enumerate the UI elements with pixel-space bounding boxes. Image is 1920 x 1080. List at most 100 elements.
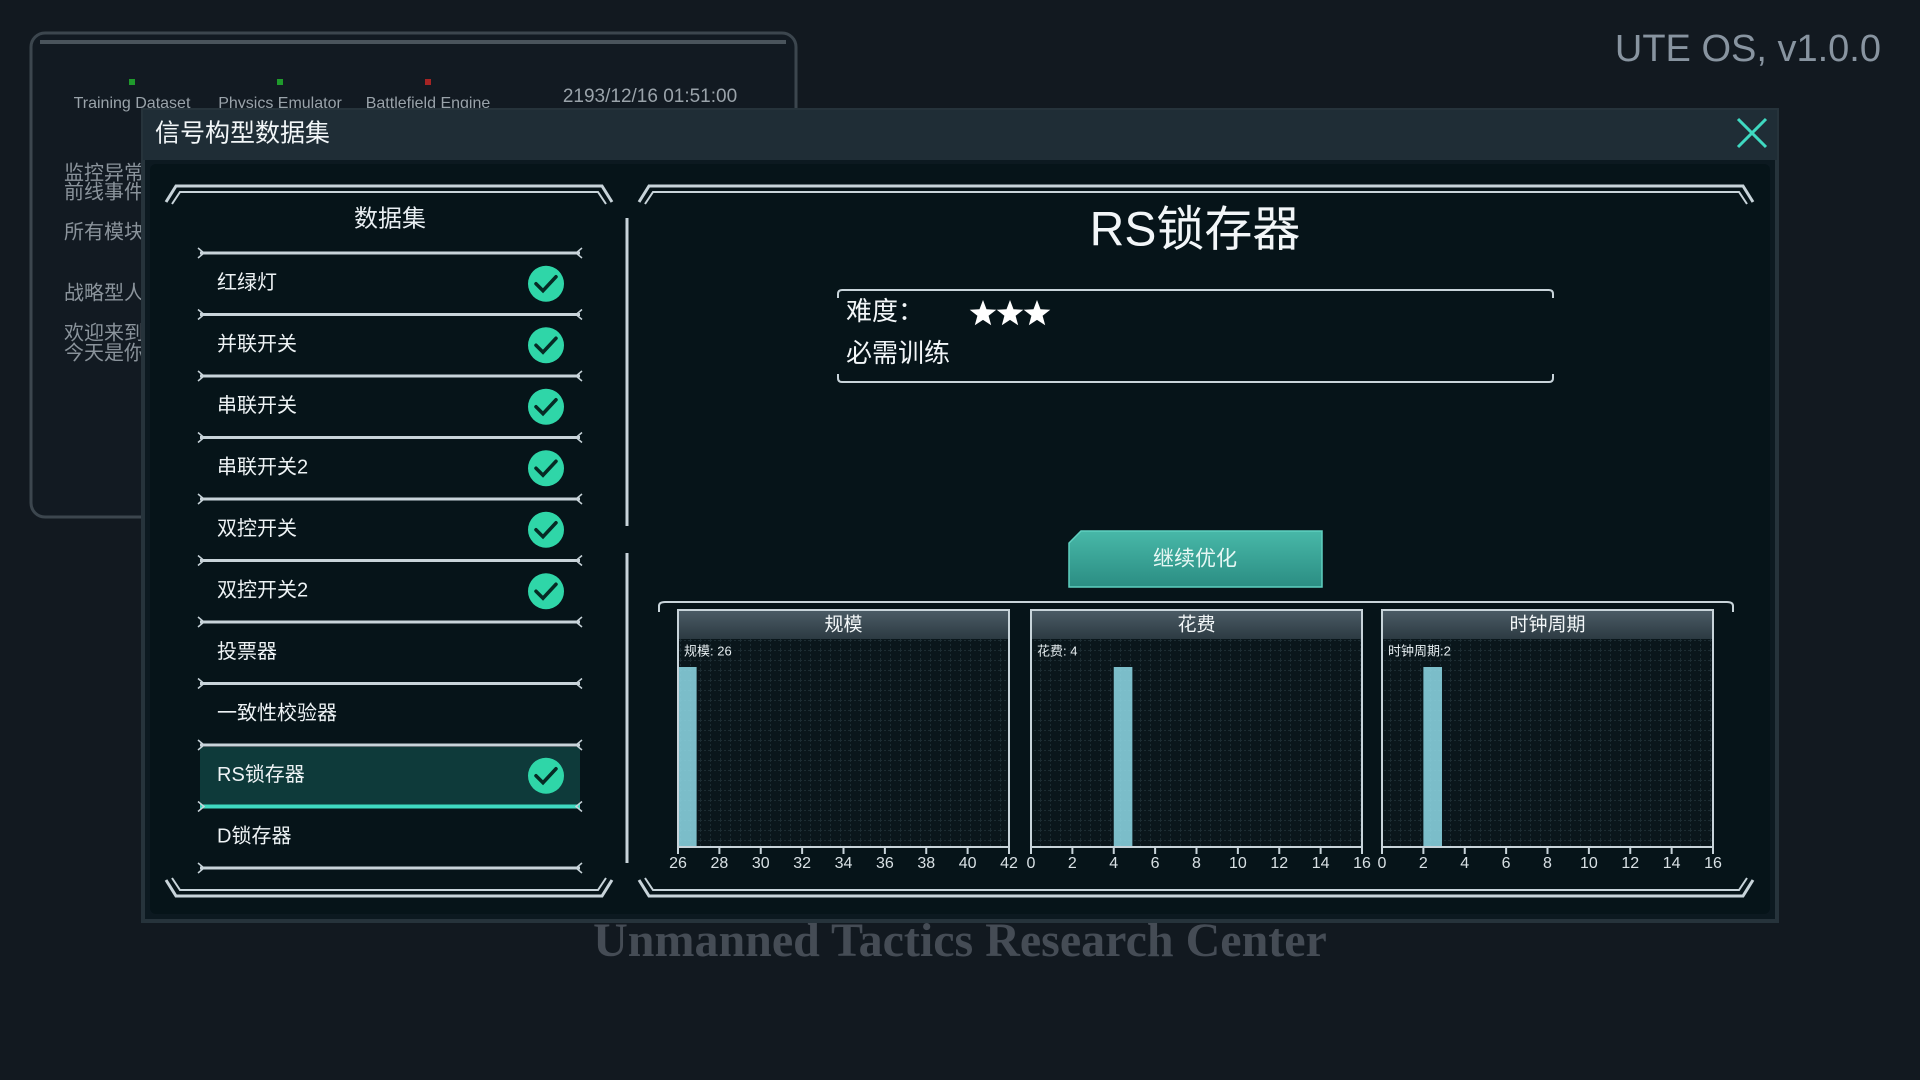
dataset-item[interactable]: 双控开关 bbox=[200, 499, 580, 561]
x-tick-label: 34 bbox=[835, 855, 853, 872]
selected-background[interactable] bbox=[200, 747, 580, 805]
item-label[interactable]: 双控开关 bbox=[217, 517, 297, 540]
check-mark[interactable] bbox=[534, 459, 558, 478]
close-button[interactable] bbox=[1734, 115, 1770, 151]
tab-label: Battlefield Engine bbox=[366, 95, 491, 112]
dataset-item[interactable]: D锁存器 bbox=[200, 807, 580, 869]
item-label[interactable]: 红绿灯 bbox=[217, 271, 277, 294]
value-label: 规模: 26 bbox=[684, 643, 732, 658]
separator-end bbox=[197, 493, 583, 505]
dataset-item[interactable]: 红绿灯 bbox=[200, 253, 580, 315]
check-mark[interactable] bbox=[534, 398, 558, 417]
star bbox=[1023, 300, 1051, 326]
dataset-item[interactable]: 双控开关2 bbox=[200, 561, 580, 623]
completed-check[interactable] bbox=[528, 388, 564, 425]
completed-check[interactable] bbox=[528, 327, 564, 364]
dialog-title-bar bbox=[143, 110, 1777, 160]
x-tick-label: 38 bbox=[917, 855, 935, 872]
chart-header bbox=[678, 610, 1009, 639]
x-tick-label: 12 bbox=[1270, 855, 1288, 872]
separator-end bbox=[197, 616, 583, 628]
separator-end bbox=[197, 800, 583, 813]
frame-top bbox=[164, 184, 614, 203]
check-mark[interactable] bbox=[534, 521, 558, 540]
x-tick-label: 42 bbox=[1000, 855, 1018, 872]
item-label[interactable]: RS锁存器 bbox=[217, 763, 305, 786]
chart-header bbox=[1382, 610, 1713, 639]
check-mark[interactable] bbox=[534, 275, 558, 294]
status-line: 监控异常 bbox=[64, 161, 144, 184]
bar bbox=[1423, 667, 1442, 847]
x-tick-label: 28 bbox=[710, 855, 728, 872]
continue-button[interactable]: 继续优化 bbox=[1068, 530, 1323, 588]
plot-area bbox=[678, 639, 1009, 847]
x-tick-label: 32 bbox=[793, 855, 811, 872]
x-tick-label: 6 bbox=[1502, 855, 1511, 872]
item-label[interactable]: 双控开关2 bbox=[217, 579, 308, 602]
dialog-title: 信号构型数据集 bbox=[155, 120, 330, 148]
list-frame bbox=[164, 184, 629, 898]
x-tick-label: 2 bbox=[1068, 855, 1077, 872]
completed-check[interactable] bbox=[528, 265, 564, 302]
separator-end bbox=[197, 554, 583, 567]
difficulty-label: 难度： bbox=[846, 296, 924, 326]
completed-check[interactable] bbox=[528, 757, 564, 794]
x-tick-label: 0 bbox=[1378, 855, 1387, 872]
dataset-item[interactable]: 一致性校验器 bbox=[200, 684, 580, 746]
dataset-item[interactable]: 串联开关 bbox=[200, 376, 580, 438]
frame-top bbox=[637, 184, 1755, 203]
dataset-item[interactable]: 投票器 bbox=[200, 622, 580, 684]
check-mark[interactable] bbox=[534, 767, 558, 786]
status-line: 欢迎来到 bbox=[64, 321, 144, 344]
x-tick-label: 0 bbox=[1027, 855, 1036, 872]
status-line: 战略型人 bbox=[64, 281, 144, 304]
x-tick-label: 2 bbox=[1419, 855, 1428, 872]
item-label[interactable]: 投票器 bbox=[217, 640, 277, 663]
close-icon[interactable] bbox=[1736, 117, 1768, 149]
dataset-item[interactable]: 串联开关2 bbox=[200, 438, 580, 500]
frame-top-inner bbox=[171, 191, 607, 205]
x-tick-label: 26 bbox=[669, 855, 687, 872]
status-dot bbox=[277, 79, 283, 85]
separator-end bbox=[197, 370, 583, 382]
x-tick-label: 30 bbox=[752, 855, 770, 872]
detail-frame bbox=[637, 184, 1755, 898]
item-label[interactable]: 一致性校验器 bbox=[217, 702, 337, 725]
completed-check[interactable] bbox=[528, 573, 564, 610]
frame-bottom-inner bbox=[644, 877, 1748, 891]
check-mark[interactable] bbox=[534, 582, 558, 601]
separator-end bbox=[197, 862, 583, 874]
dataset-item[interactable]: RS锁存器 bbox=[200, 745, 580, 807]
completed-check[interactable] bbox=[528, 511, 564, 548]
list-title: 数据集 bbox=[354, 205, 426, 232]
button-body[interactable] bbox=[1068, 530, 1323, 588]
completed-check[interactable] bbox=[528, 450, 564, 487]
chart-header bbox=[1031, 610, 1362, 639]
tab-label: Physics Emulator bbox=[218, 95, 342, 112]
item-label[interactable]: 并联开关 bbox=[217, 333, 297, 356]
separator-end bbox=[197, 739, 583, 751]
os-version: UTE OS, v1.0.0 bbox=[1615, 28, 1881, 70]
separator-end bbox=[197, 308, 583, 321]
frame-top-inner bbox=[644, 191, 1748, 205]
check-mark[interactable] bbox=[534, 336, 558, 355]
required-label: 必需训练 bbox=[846, 338, 950, 368]
status-line: 前线事件 bbox=[64, 180, 144, 203]
item-label[interactable]: 串联开关 bbox=[217, 394, 297, 417]
x-tick-label: 40 bbox=[959, 855, 977, 872]
button-label[interactable]: 继续优化 bbox=[1153, 548, 1237, 571]
difficulty-stars bbox=[969, 300, 1051, 326]
item-label[interactable]: D锁存器 bbox=[217, 825, 291, 848]
dataset-item[interactable]: 并联开关 bbox=[200, 315, 580, 377]
x-tick-label: 14 bbox=[1663, 855, 1681, 872]
x-tick-label: 14 bbox=[1312, 855, 1330, 872]
info-bottom bbox=[837, 374, 1554, 383]
item-label[interactable]: 串联开关2 bbox=[217, 456, 308, 479]
x-tick-label: 8 bbox=[1543, 855, 1552, 872]
detail-title: RS锁存器 bbox=[1090, 204, 1301, 257]
value-label: 时钟周期:2 bbox=[1388, 643, 1451, 658]
